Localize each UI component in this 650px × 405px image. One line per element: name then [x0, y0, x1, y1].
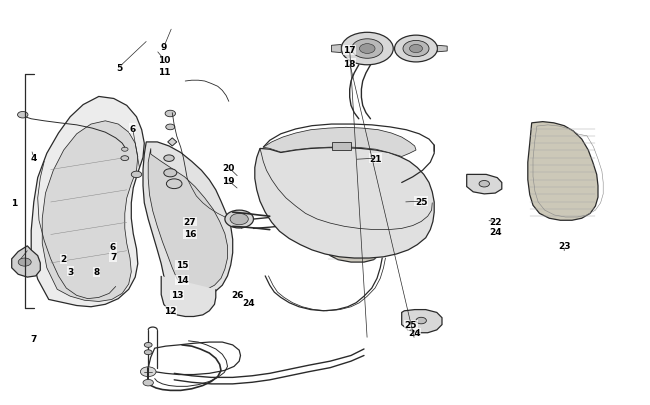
Text: 21: 21 — [369, 154, 382, 163]
Circle shape — [341, 33, 393, 66]
Text: 15: 15 — [176, 261, 188, 270]
Polygon shape — [161, 276, 216, 317]
Circle shape — [166, 125, 175, 130]
Circle shape — [359, 45, 375, 54]
Polygon shape — [528, 122, 598, 221]
Circle shape — [395, 36, 437, 63]
Circle shape — [144, 350, 152, 355]
Text: 19: 19 — [222, 177, 235, 186]
Text: 7: 7 — [31, 334, 37, 343]
Polygon shape — [42, 122, 138, 302]
Circle shape — [166, 179, 182, 189]
Circle shape — [140, 367, 156, 377]
Text: 10: 10 — [157, 55, 170, 64]
Text: 8: 8 — [93, 268, 99, 277]
Circle shape — [403, 41, 429, 58]
Text: 24: 24 — [242, 298, 255, 307]
Polygon shape — [332, 45, 341, 53]
Circle shape — [416, 318, 426, 324]
Text: 16: 16 — [183, 230, 196, 239]
Circle shape — [352, 40, 383, 59]
Polygon shape — [143, 143, 233, 298]
Circle shape — [165, 111, 176, 117]
Text: 6: 6 — [110, 243, 116, 252]
Circle shape — [18, 258, 31, 266]
Circle shape — [143, 379, 153, 386]
Polygon shape — [31, 97, 144, 307]
Circle shape — [164, 156, 174, 162]
Polygon shape — [402, 310, 442, 333]
Circle shape — [164, 169, 177, 177]
Circle shape — [410, 45, 422, 53]
Text: 25: 25 — [404, 320, 417, 329]
Text: 4: 4 — [31, 153, 37, 162]
Circle shape — [225, 211, 254, 228]
Text: 27: 27 — [183, 217, 196, 226]
Polygon shape — [12, 246, 40, 277]
Circle shape — [121, 156, 129, 161]
Text: 24: 24 — [408, 328, 421, 337]
Text: 11: 11 — [157, 68, 170, 77]
Text: 6: 6 — [129, 124, 136, 133]
Circle shape — [122, 148, 128, 152]
Text: 26: 26 — [231, 290, 244, 299]
Text: 1: 1 — [11, 198, 18, 207]
Text: 20: 20 — [222, 164, 235, 173]
Text: 14: 14 — [176, 276, 188, 285]
Circle shape — [131, 172, 142, 178]
Text: 12: 12 — [164, 307, 177, 315]
Text: 13: 13 — [170, 290, 183, 299]
Text: 17: 17 — [343, 46, 356, 55]
Circle shape — [230, 214, 248, 225]
Polygon shape — [168, 139, 177, 147]
Polygon shape — [255, 148, 434, 258]
Circle shape — [479, 181, 489, 188]
Polygon shape — [437, 46, 447, 53]
Text: 3: 3 — [67, 267, 73, 276]
Text: 18: 18 — [343, 60, 356, 68]
Polygon shape — [263, 128, 416, 157]
Circle shape — [144, 343, 152, 347]
Polygon shape — [467, 175, 502, 194]
Text: 2: 2 — [60, 255, 67, 264]
Circle shape — [18, 112, 28, 119]
Text: 22: 22 — [489, 217, 502, 226]
Polygon shape — [332, 143, 351, 151]
Text: 9: 9 — [161, 43, 167, 52]
Text: 25: 25 — [415, 197, 428, 206]
Text: 23: 23 — [558, 242, 571, 251]
Text: 5: 5 — [116, 64, 122, 72]
Text: 24: 24 — [489, 227, 502, 236]
Polygon shape — [325, 232, 380, 262]
Polygon shape — [148, 149, 228, 291]
Text: 7: 7 — [110, 253, 116, 262]
